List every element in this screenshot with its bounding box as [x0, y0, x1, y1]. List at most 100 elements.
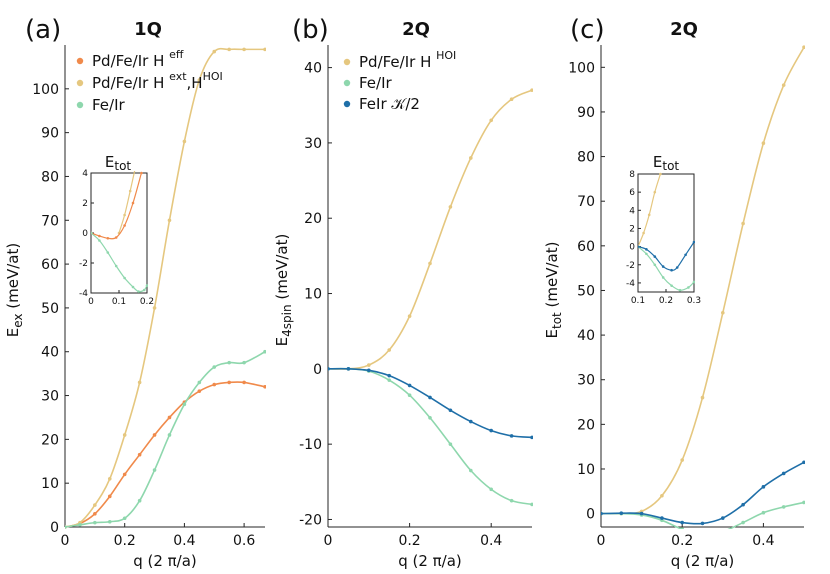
- legend-marker-2: [76, 101, 84, 109]
- inset-point-1-6: [687, 286, 690, 289]
- main-point-0-4: [122, 472, 127, 477]
- main-point-1-6: [721, 530, 725, 534]
- inset-point-1-4: [123, 224, 126, 227]
- inset-x-tick-label: 0.3: [687, 296, 701, 306]
- main-point-1-3: [387, 378, 392, 382]
- inset-point-2-4: [670, 268, 673, 272]
- main-point-1-5: [701, 532, 705, 536]
- inset-point-0-2: [647, 213, 651, 217]
- main-point-1-9: [781, 505, 786, 509]
- legend-entry-1: Pd/Fe/Ir H ext,HHOI: [92, 70, 223, 92]
- main-point-0-11: [227, 380, 231, 385]
- inset-series-2: [638, 240, 695, 272]
- main-point-0-10: [530, 88, 533, 92]
- main-point-2-8: [489, 428, 494, 433]
- legend-entry-2: Fe/Ir: [92, 96, 126, 114]
- main-point-0-6: [721, 310, 725, 315]
- inset-point-2-5: [675, 266, 679, 269]
- inset-point-0-3: [135, 164, 138, 167]
- legend: Pd/Fe/Ir H HOI Fe/Ir FeIr 𝒦/2: [343, 49, 456, 113]
- main-point-1-10: [530, 502, 533, 507]
- main-point-1-9: [509, 498, 514, 503]
- main-series-1: [65, 47, 266, 529]
- inset-point-1-3: [661, 276, 665, 279]
- main-point-2-9: [509, 434, 514, 438]
- main-series-2: [328, 367, 533, 440]
- x-tick-label: 0: [597, 533, 606, 549]
- main-point-2-8: [761, 485, 766, 489]
- main-point-1-2: [93, 503, 97, 507]
- chart-title: 2Q: [670, 19, 698, 40]
- legend-entry-1: Fe/Ir: [359, 74, 393, 92]
- inset-y-tick-label: 6: [629, 188, 635, 198]
- main-point-1-4: [680, 527, 684, 529]
- main-point-2-10: [802, 460, 805, 465]
- inset-point-1-2: [106, 236, 110, 240]
- inset-point-2-2: [106, 251, 110, 254]
- legend-marker-0: [343, 58, 351, 66]
- chart-title: 2Q: [402, 19, 430, 40]
- legend-marker-1: [343, 79, 351, 87]
- inset-point-1-1: [98, 234, 101, 238]
- inset-point-1-5: [678, 288, 682, 292]
- main-point-0-5: [428, 261, 432, 266]
- main-series-line-1: [65, 47, 265, 528]
- x-axis-label: q (2 π/a): [398, 552, 462, 570]
- inset-point-2-2: [653, 255, 657, 258]
- inset-point-0-1: [642, 231, 645, 235]
- y-tick-label: 40: [304, 61, 322, 77]
- inset-point-2-1: [98, 239, 101, 242]
- main-point-1-7: [167, 218, 172, 223]
- main-point-0-5: [137, 452, 142, 457]
- main-series-line-1: [601, 501, 805, 529]
- inset-chart: -4 -2 0 2 4 0 0.1 0.2 Etot: [79, 153, 154, 307]
- inset-title: Etot: [653, 153, 680, 173]
- panel-label: (c): [570, 15, 605, 45]
- inset-chart: -4 -2 0 2 4 6 8 0.1 0.2 0.3 Etot: [626, 153, 701, 306]
- main-point-1-7: [469, 468, 473, 473]
- main-point-2-1: [78, 523, 82, 527]
- main-point-1-5: [428, 416, 432, 420]
- main-point-2-6: [721, 516, 725, 520]
- main-point-0-10: [212, 382, 217, 387]
- main-series-1: [601, 500, 805, 536]
- main-point-2-3: [387, 373, 392, 378]
- inset-x-tick-label: 0.2: [140, 297, 154, 307]
- y-tick-label: 20: [577, 417, 595, 433]
- main-point-1-3: [107, 477, 112, 481]
- y-tick-label: 100: [32, 82, 59, 98]
- inset-title: Etot: [105, 153, 132, 173]
- inset-point-0-3: [653, 190, 657, 194]
- inset-point-1-1: [645, 252, 648, 256]
- inset-point-2-0: [638, 245, 640, 248]
- inset-y-tick-label: -2: [626, 261, 635, 271]
- main-point-1-5: [137, 380, 142, 385]
- y-tick-label: 50: [577, 283, 595, 299]
- main-series-line-2: [328, 367, 533, 439]
- y-tick-label: 90: [577, 105, 595, 121]
- inset-point-2-1: [645, 248, 648, 251]
- main-point-2-10: [530, 435, 533, 440]
- main-point-2-0: [328, 367, 330, 371]
- panel-b: (b) 2Q -20 -10 0 10 20 30 40 0 0.2 0.4 q (2 π/a) E4sp…: [273, 15, 533, 570]
- main-point-0-9: [197, 389, 202, 393]
- inset-y-tick-label: -4: [626, 279, 635, 289]
- x-tick-label: 0.4: [480, 533, 502, 549]
- inset-point-0-2: [128, 189, 132, 193]
- main-point-2-0: [601, 511, 603, 516]
- main-series-1: [328, 367, 533, 507]
- main-point-1-7: [741, 520, 745, 525]
- main-point-2-12: [242, 360, 246, 365]
- main-point-0-12: [242, 380, 246, 385]
- main-point-0-2: [93, 512, 97, 516]
- inset-point-2-6: [137, 290, 140, 293]
- main-point-0-8: [489, 118, 494, 123]
- inset-y-tick-label: -2: [79, 259, 88, 269]
- legend-marker-0: [76, 57, 84, 65]
- main-series-0: [601, 45, 805, 516]
- main-point-1-9: [197, 78, 202, 82]
- inset-series-line-1: [91, 172, 142, 240]
